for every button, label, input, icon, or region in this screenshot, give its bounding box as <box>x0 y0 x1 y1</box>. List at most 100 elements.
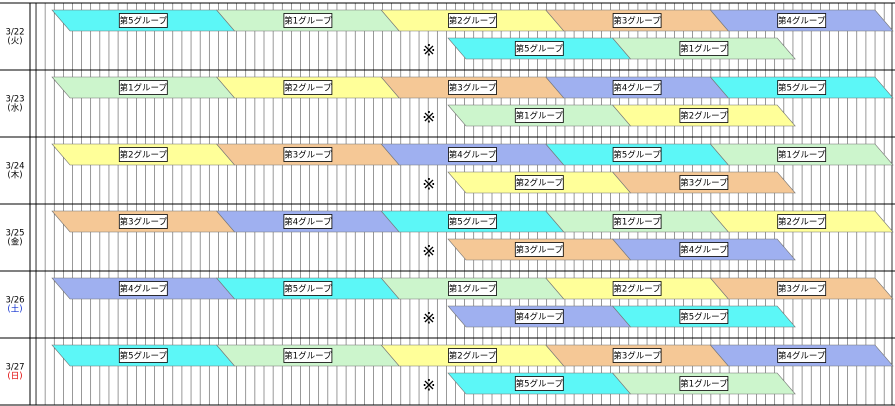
group-label: 第3グループ <box>613 351 661 362</box>
group-label: 第3グループ <box>284 150 332 161</box>
group-label: 第3グループ <box>613 16 661 27</box>
group-label: 第4グループ <box>778 351 826 362</box>
group-label-box <box>448 214 497 229</box>
group-label-box <box>283 147 333 162</box>
group-label: 第5グループ <box>284 284 332 295</box>
group-label-box <box>679 376 729 391</box>
note-mark: ※ <box>422 376 435 395</box>
group-label: 第2グループ <box>120 150 168 161</box>
note-mark: ※ <box>422 242 435 261</box>
group-label-box <box>514 41 564 56</box>
date: 3/24 <box>5 162 24 172</box>
note-mark: ※ <box>422 175 435 194</box>
date: 3/22 <box>5 28 24 38</box>
group-label-box <box>283 13 333 28</box>
group-label-box <box>777 13 827 28</box>
group-label: 第1グループ <box>680 44 728 55</box>
group-label-box <box>283 348 333 363</box>
group-label-box <box>514 108 564 123</box>
group-label: 第4グループ <box>449 150 497 161</box>
group-label: 第1グループ <box>284 16 332 27</box>
group-label-box <box>612 13 662 28</box>
group-label: 第1グループ <box>449 284 497 295</box>
group-label: 第2グループ <box>778 217 826 228</box>
date: 3/25 <box>5 229 24 239</box>
group-label-box <box>118 348 168 363</box>
weekday: (金) <box>7 237 22 248</box>
group-label-box <box>118 80 168 95</box>
group-label-box <box>679 41 729 56</box>
group-label-box <box>118 13 168 28</box>
group-label: 第5グループ <box>778 83 826 94</box>
note-mark: ※ <box>422 309 435 328</box>
group-label-box <box>448 80 497 95</box>
group-label-box <box>283 214 333 229</box>
group-label: 第5グループ <box>120 16 168 27</box>
group-label-box <box>448 147 497 162</box>
group-label: 第4グループ <box>680 245 728 256</box>
group-label: 第1グループ <box>613 217 661 228</box>
group-label: 第1グループ <box>680 379 728 390</box>
group-label: 第4グループ <box>120 284 168 295</box>
group-label-box <box>514 376 564 391</box>
group-label-box <box>448 348 497 363</box>
group-label-box <box>448 281 497 296</box>
group-label: 第1グループ <box>120 83 168 94</box>
group-label-box <box>777 214 827 229</box>
group-label-box <box>612 147 662 162</box>
group-label-box <box>612 214 662 229</box>
group-label-box <box>679 108 729 123</box>
weekday: (土) <box>7 304 22 315</box>
group-label-box <box>679 175 729 190</box>
group-label-box <box>514 242 564 257</box>
group-label: 第5グループ <box>680 312 728 323</box>
group-label: 第5グループ <box>613 150 661 161</box>
group-label: 第4グループ <box>613 83 661 94</box>
group-label: 第3グループ <box>120 217 168 228</box>
group-label-box <box>514 309 564 324</box>
weekday: (木) <box>7 170 22 181</box>
group-label: 第1グループ <box>516 111 564 122</box>
weekday: (水) <box>7 103 22 114</box>
weekday: (日) <box>7 372 22 382</box>
group-label-box <box>679 242 729 257</box>
group-label-box <box>612 80 662 95</box>
group-label: 第5グループ <box>449 217 497 228</box>
group-label: 第5グループ <box>120 351 168 362</box>
group-label-box <box>118 281 168 296</box>
date: 3/26 <box>5 296 24 306</box>
group-label: 第2グループ <box>449 351 497 362</box>
group-label-box <box>514 175 564 190</box>
group-label: 第4グループ <box>284 217 332 228</box>
weekday: (火) <box>7 37 22 47</box>
group-label-box <box>283 80 333 95</box>
group-label: 第5グループ <box>516 44 564 55</box>
group-label-box <box>612 348 662 363</box>
group-label: 第4グループ <box>516 312 564 323</box>
group-label: 第4グループ <box>778 16 826 27</box>
group-label: 第3グループ <box>449 83 497 94</box>
note-mark: ※ <box>422 108 435 127</box>
group-label-box <box>283 281 333 296</box>
group-label-box <box>118 214 168 229</box>
group-label: 第5グループ <box>516 379 564 390</box>
group-label: 第2グループ <box>680 111 728 122</box>
group-label: 第1グループ <box>284 351 332 362</box>
group-label: 第2グループ <box>284 83 332 94</box>
date: 3/23 <box>5 95 24 105</box>
group-label: 第2グループ <box>613 284 661 295</box>
group-label-box <box>777 348 827 363</box>
group-label-box <box>777 80 827 95</box>
group-label-box <box>612 281 662 296</box>
date: 3/27 <box>5 363 24 373</box>
group-label-box <box>777 147 827 162</box>
group-label: 第2グループ <box>516 178 564 189</box>
note-mark: ※ <box>422 41 435 60</box>
group-label: 第1グループ <box>778 150 826 161</box>
group-label-box <box>777 281 827 296</box>
group-label: 第3グループ <box>680 178 728 189</box>
group-label: 第3グループ <box>516 245 564 256</box>
group-label-box <box>679 309 729 324</box>
group-label: 第3グループ <box>778 284 826 295</box>
